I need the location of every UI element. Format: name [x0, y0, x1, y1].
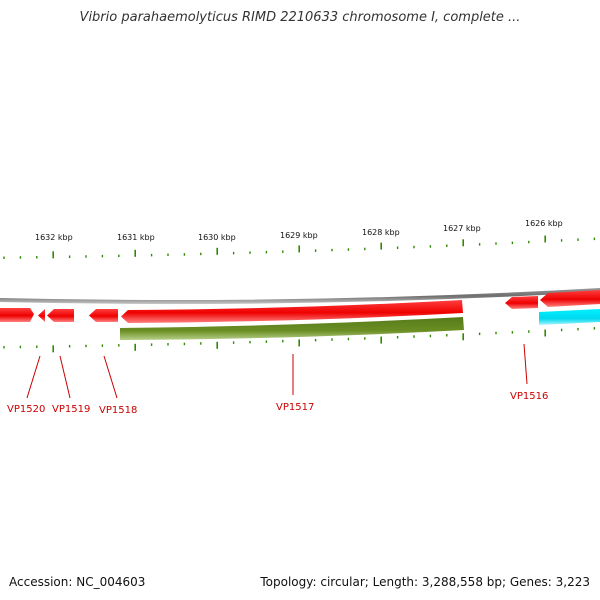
gene-labels: VP1520 VP1519 VP1518 VP1517 VP1516	[7, 391, 548, 416]
gene-right-reverse[interactable]	[540, 290, 600, 307]
scale-label: 1629 kbp	[280, 231, 318, 240]
scale-label: 1631 kbp	[117, 233, 155, 242]
scale-label: 1627 kbp	[443, 224, 481, 233]
scale-label: 1626 kbp	[525, 219, 563, 228]
gene-label-vp1518[interactable]: VP1518	[99, 405, 137, 416]
gene-vp1520[interactable]	[0, 308, 34, 322]
gene-cyan-feature[interactable]	[539, 309, 600, 325]
label-leaders	[26, 343, 528, 399]
genome-summary-text: Topology: circular; Length: 3,288,558 bp…	[260, 575, 590, 589]
scale-label: 1632 kbp	[35, 233, 73, 242]
scale-labels: 1632 kbp 1631 kbp 1630 kbp 1629 kbp 1628…	[35, 219, 563, 242]
gene-vp1516[interactable]	[505, 296, 538, 309]
gene-label-vp1517[interactable]: VP1517	[276, 402, 314, 413]
scale-label: 1628 kbp	[362, 228, 400, 237]
backbone-arc	[0, 288, 600, 305]
gene-label-vp1516[interactable]: VP1516	[510, 391, 548, 402]
upper-tick-ruler	[3, 235, 596, 259]
lower-tick-ruler	[3, 327, 596, 353]
gene-vp1519[interactable]	[47, 309, 74, 322]
gene-vp1519-a[interactable]	[38, 309, 45, 322]
gene-vp1518[interactable]	[89, 309, 118, 322]
gene-label-vp1519[interactable]: VP1519	[52, 404, 90, 415]
scale-label: 1630 kbp	[198, 233, 236, 242]
map-title: Vibrio parahaemolyticus RIMD 2210633 chr…	[79, 10, 521, 25]
gene-large-reverse[interactable]	[121, 300, 463, 323]
gene-vp1517[interactable]	[120, 317, 464, 340]
accession-text: Accession: NC_004603	[9, 575, 146, 589]
genes	[0, 290, 600, 340]
gene-label-vp1520[interactable]: VP1520	[7, 404, 45, 415]
